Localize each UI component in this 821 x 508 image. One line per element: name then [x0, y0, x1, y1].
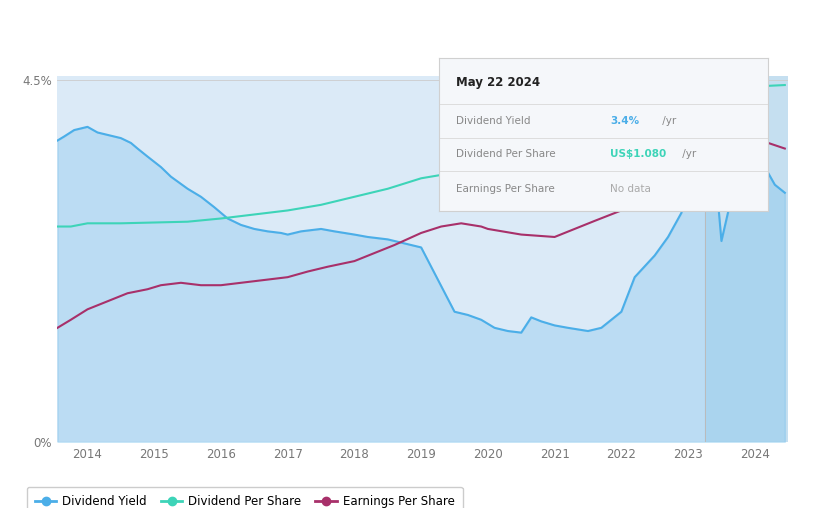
Text: Past: Past	[710, 91, 733, 101]
Bar	[704, 76, 788, 442]
Text: May 22 2024: May 22 2024	[456, 76, 539, 89]
Legend: Dividend Yield, Dividend Per Share, Earnings Per Share: Dividend Yield, Dividend Per Share, Earn…	[27, 487, 463, 508]
Text: 3.4%: 3.4%	[610, 116, 639, 126]
Text: Dividend Yield: Dividend Yield	[456, 116, 530, 126]
Text: /yr: /yr	[659, 116, 677, 126]
Text: Dividend Per Share: Dividend Per Share	[456, 149, 555, 160]
Text: US$1.080: US$1.080	[610, 149, 667, 160]
Text: Earnings Per Share: Earnings Per Share	[456, 184, 554, 195]
Text: /yr: /yr	[679, 149, 696, 160]
Text: No data: No data	[610, 184, 651, 195]
